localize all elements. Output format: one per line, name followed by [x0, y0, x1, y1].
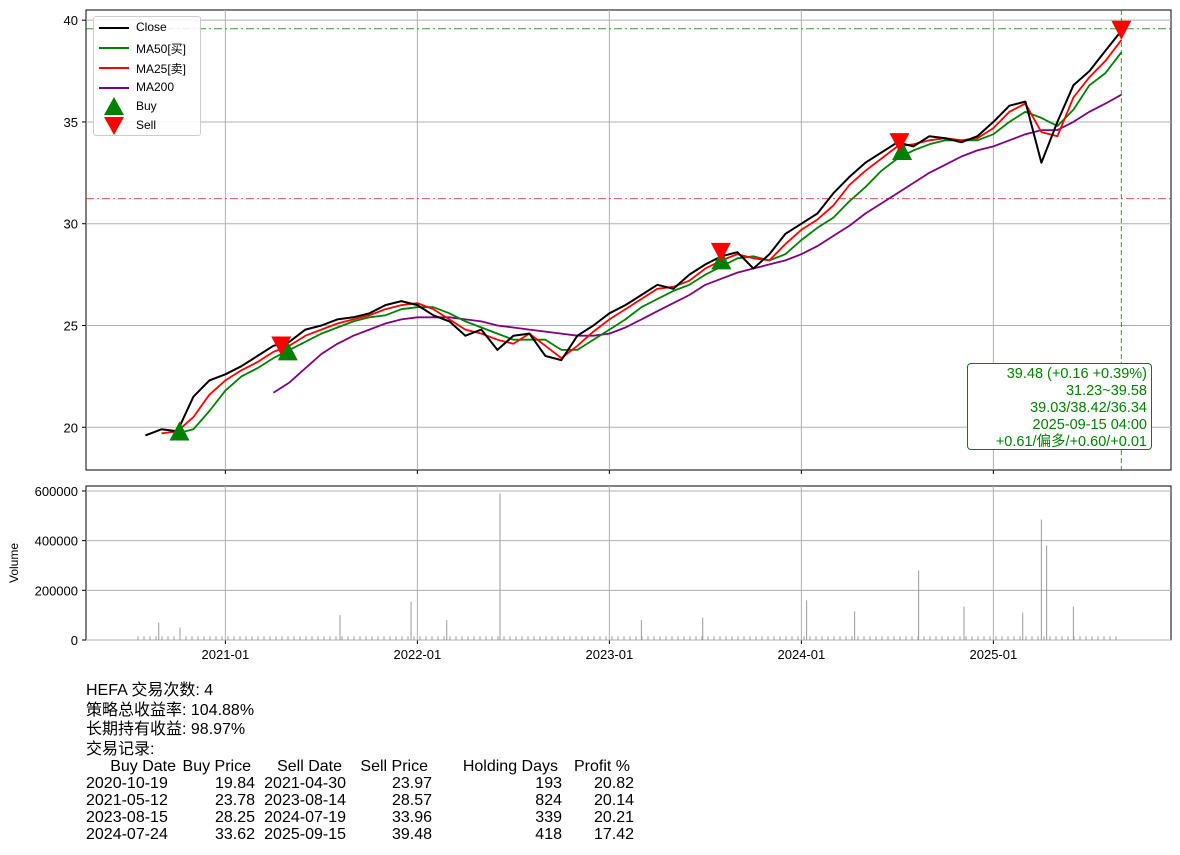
x-tick-label: 2025-01: [970, 647, 1018, 662]
sell-marker: [1111, 20, 1132, 40]
x-tick-label: 2021-01: [202, 647, 250, 662]
col-profit: Profit %: [573, 758, 630, 775]
price-axes-frame: [85, 9, 1172, 471]
table-cell: 418: [535, 826, 562, 843]
table-cell: 2023-08-15: [86, 809, 168, 826]
buy-marker-icon: [104, 97, 124, 115]
col-buy-price: Buy Price: [182, 758, 251, 775]
buy-marker: [892, 141, 913, 161]
table-cell: 2024-07-24: [86, 826, 168, 843]
table-cell: 19.84: [214, 775, 255, 792]
legend-ma25-swatch: [99, 67, 129, 69]
buy-hold-return: 长期持有收益: 98.97%: [86, 721, 246, 738]
volume-y-tick-label: 0: [71, 633, 78, 648]
table-cell: 20.14: [593, 792, 634, 809]
y-tick-label: 30: [64, 217, 78, 232]
volume-axes-frame: [85, 485, 1172, 641]
buy-marker: [277, 341, 298, 361]
table-cell: 28.57: [391, 792, 432, 809]
legend-ma50: MA50[买]: [136, 42, 187, 56]
y-tick-label: 40: [64, 13, 78, 28]
table-cell: 2024-07-19: [264, 809, 346, 826]
sell-marker: [710, 242, 731, 262]
legend-close: Close: [136, 20, 167, 34]
legend-ma200-swatch: [99, 87, 129, 89]
volume-y-tick-label: 200000: [35, 583, 78, 598]
trade-table: Buy Date Buy Price Sell Date Sell Price …: [86, 758, 634, 843]
table-row: 2023-08-15 28.25 2024-07-19 33.96 339 20.21: [86, 809, 634, 826]
series-line-ma200: [272, 93, 1122, 394]
table-row: 2024-07-24 33.62 2025-09-15 39.48 418 17.42: [86, 826, 634, 843]
y-tick-label: 20: [64, 420, 78, 435]
sell-marker-icon: [104, 117, 124, 135]
col-holding-days: Holding Days: [462, 758, 558, 775]
x-tick-label: 2024-01: [778, 647, 826, 662]
table-cell: 23.78: [214, 792, 255, 809]
legend-ma200: MA200: [136, 80, 175, 94]
info-mas: 39.03/38.42/36.34: [1030, 400, 1147, 416]
strategy-return: 策略总收益率: 104.88%: [86, 701, 255, 719]
table-cell: 17.42: [593, 826, 634, 843]
legend: Close MA50[买] MA25[卖] MA200 Buy Sell: [93, 16, 201, 136]
trade-count: HEFA 交易次数: 4: [86, 682, 214, 699]
table-cell: 33.96: [391, 809, 432, 826]
trade-summary: HEFA 交易次数: 4 策略总收益率: 104.88% 长期持有收益: 98.…: [86, 681, 634, 843]
col-sell-date: Sell Date: [277, 758, 342, 775]
info-range: 31.23~39.58: [1065, 383, 1147, 399]
table-row: 2021-05-12 23.78 2023-08-14 28.57 824 20.14: [86, 792, 634, 809]
table-cell: 2021-05-12: [86, 792, 168, 809]
info-box: 39.48 (+0.16 +0.39%) 31.23~39.58 39.03/3…: [967, 363, 1152, 450]
sell-marker: [889, 133, 910, 153]
volume-y-tick-label: 400000: [35, 534, 78, 549]
table-cell: 20.21: [593, 809, 634, 826]
col-buy-date: Buy Date: [110, 758, 176, 775]
x-tick-label: 2023-01: [586, 647, 634, 662]
table-cell: 824: [535, 792, 562, 809]
info-trend: +0.61/偏多/+0.60/+0.01: [995, 434, 1147, 450]
buy-marker: [169, 421, 190, 441]
table-cell: 2021-04-30: [264, 775, 346, 792]
table-cell: 23.97: [391, 775, 432, 792]
info-price: 39.48 (+0.16 +0.39%): [1006, 366, 1147, 382]
legend-ma50-swatch: [99, 47, 129, 49]
table-cell: 193: [535, 775, 562, 792]
table-cell: 2023-08-14: [264, 792, 346, 809]
table-cell: 20.82: [593, 775, 634, 792]
y-tick-label: 35: [64, 115, 78, 130]
table-row: 2020-10-19 19.84 2021-04-30 23.97 193 20.82: [86, 775, 634, 792]
table-cell: 2020-10-19: [86, 775, 168, 792]
legend-sell: Sell: [136, 118, 157, 132]
volume-axis-label: Volume: [7, 543, 21, 583]
sell-marker: [271, 336, 292, 356]
table-cell: 2025-09-15: [264, 826, 346, 843]
table-cell: 33.62: [214, 826, 255, 843]
series-line-close: [145, 30, 1123, 437]
legend-buy: Buy: [136, 99, 157, 113]
legend-close-swatch: [99, 27, 129, 29]
info-datetime: 2025-09-15 04:00: [1032, 417, 1148, 433]
y-tick-label: 25: [64, 318, 78, 333]
series-line-ma25: [161, 39, 1123, 435]
table-cell: 339: [535, 809, 562, 826]
legend-ma25: MA25[卖]: [136, 62, 187, 76]
col-sell-price: Sell Price: [360, 758, 428, 775]
volume-y-tick-label: 600000: [35, 484, 78, 499]
trade-log-title: 交易记录:: [86, 740, 155, 758]
table-cell: 39.48: [391, 826, 432, 843]
x-tick-label: 2022-01: [394, 647, 442, 662]
table-cell: 28.25: [214, 809, 255, 826]
